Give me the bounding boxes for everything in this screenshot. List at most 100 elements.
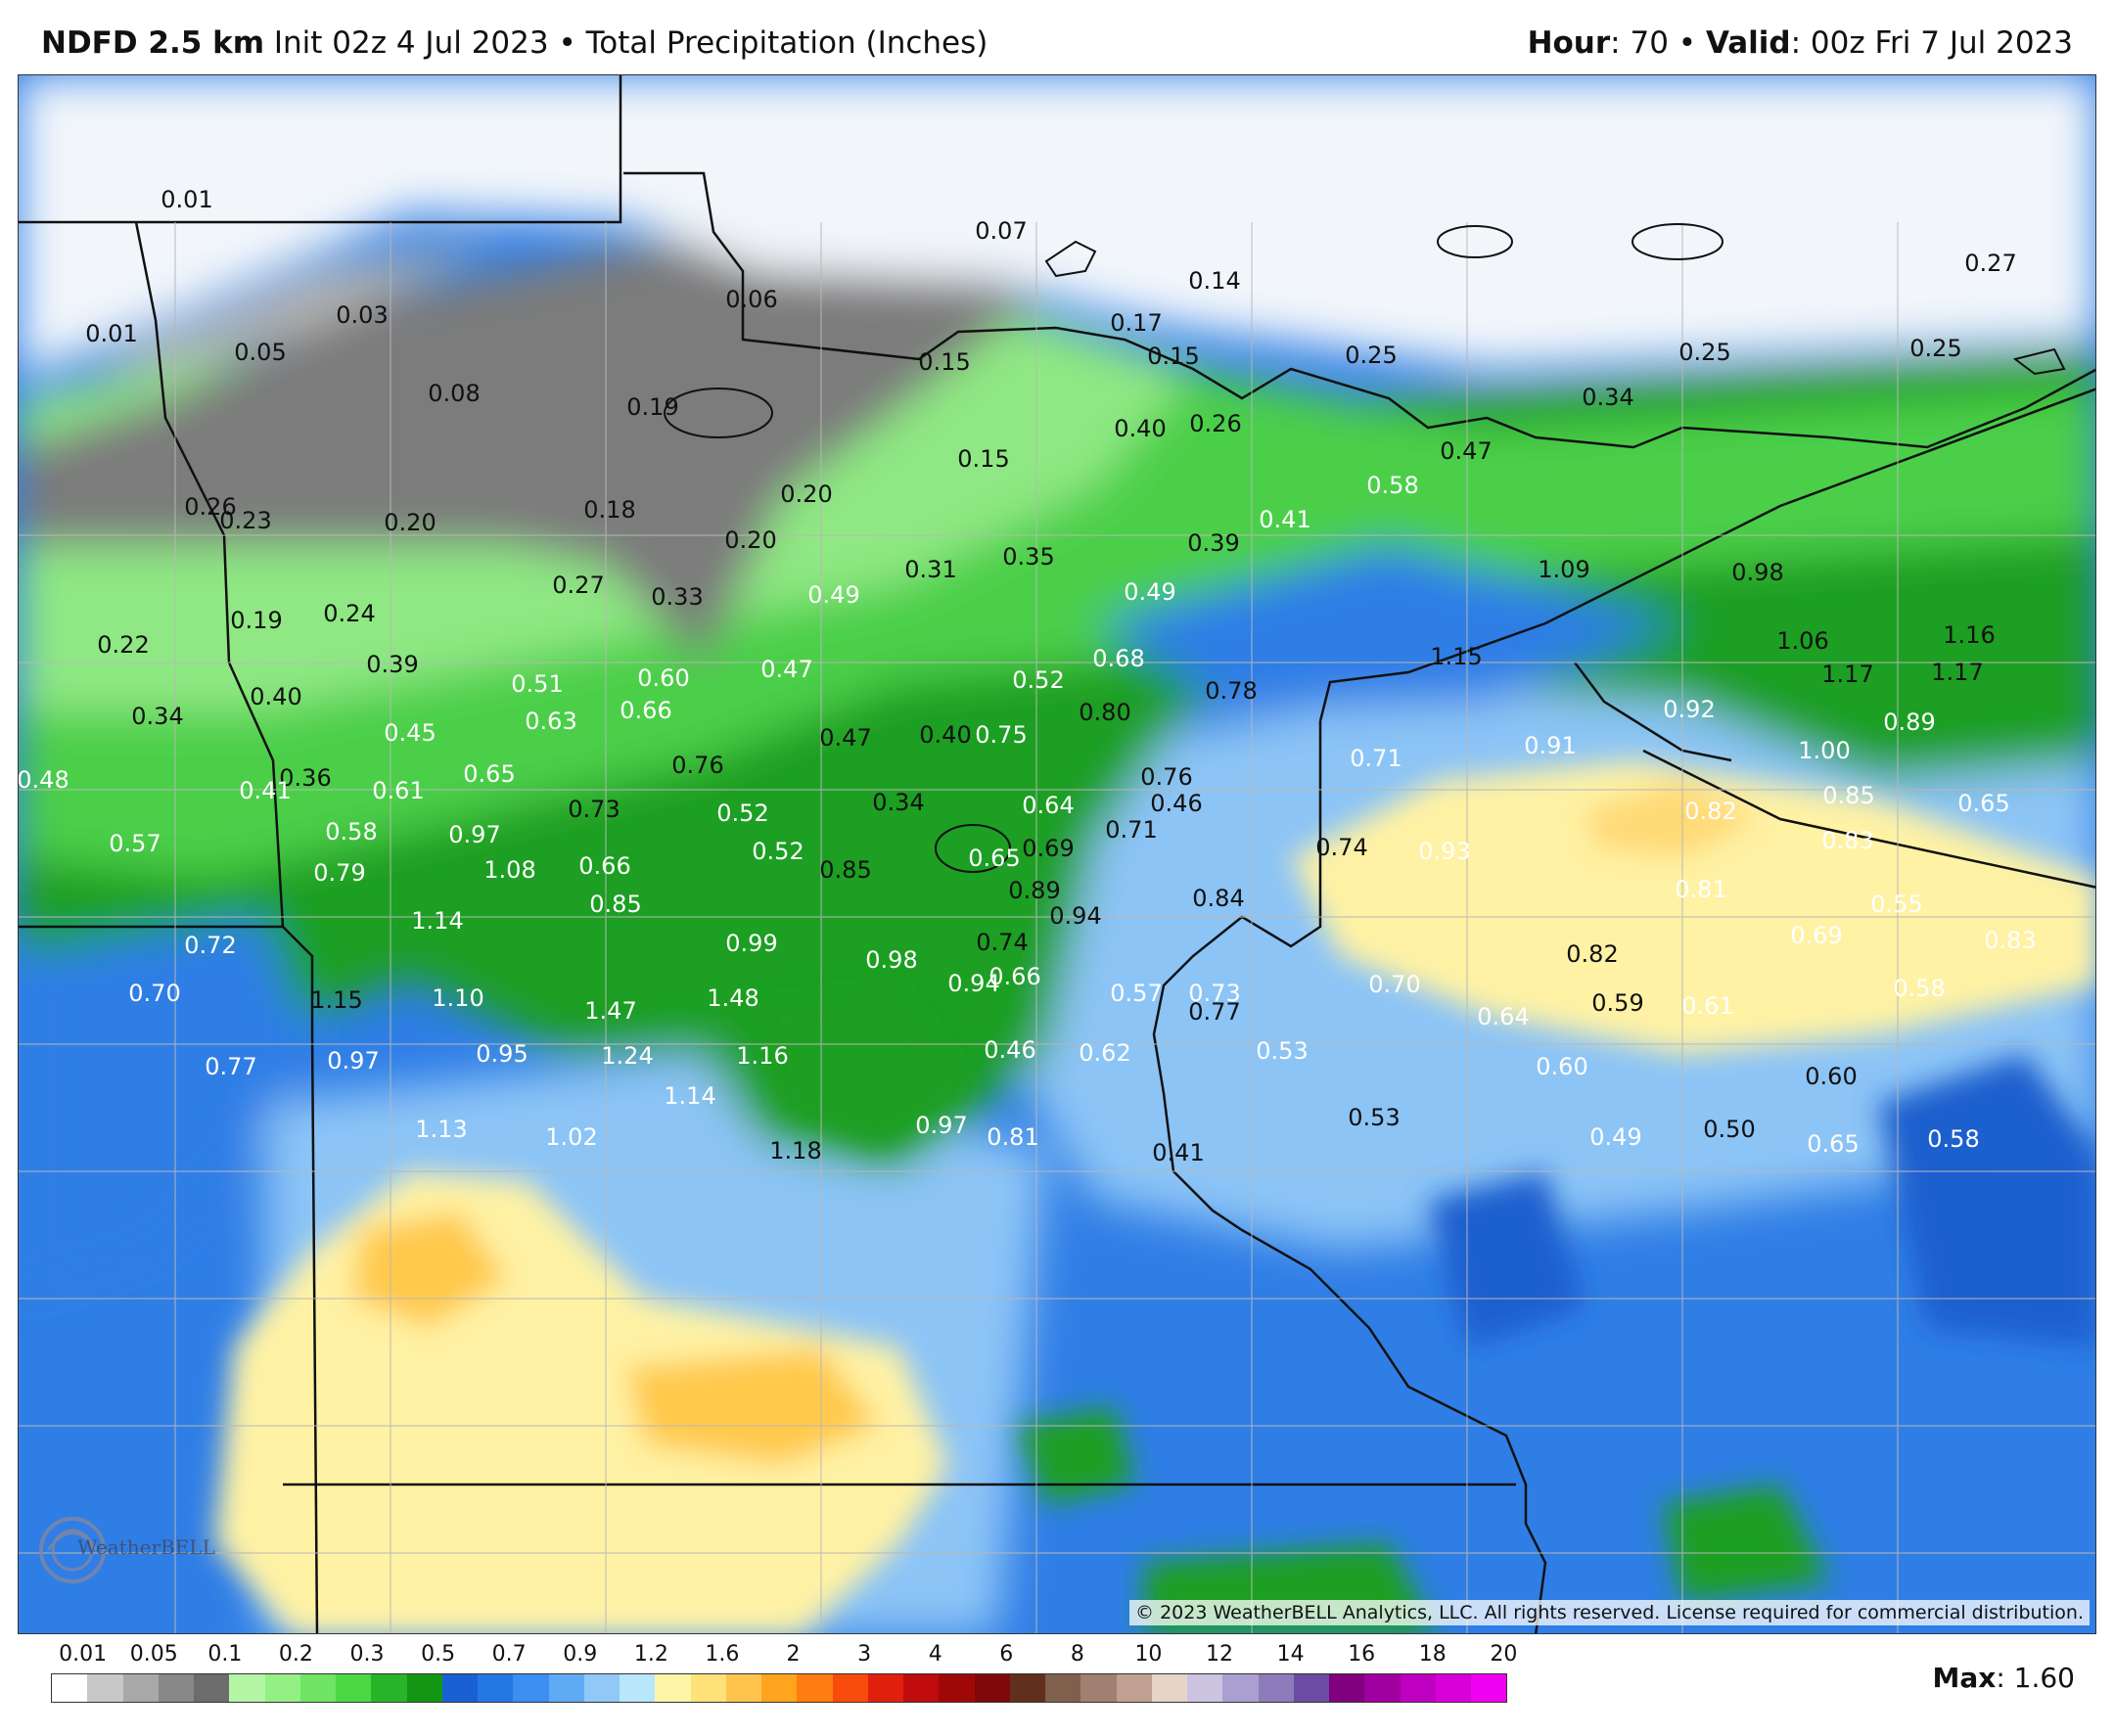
value-label: 0.27 xyxy=(1964,250,2017,277)
value-label: 1.13 xyxy=(415,1116,468,1143)
value-label: 0.36 xyxy=(279,764,332,792)
value-label: 1.16 xyxy=(1943,621,1996,649)
value-label: 1.48 xyxy=(707,984,759,1012)
legend-tick-label: 12 xyxy=(1206,1642,1234,1667)
value-label: 0.65 xyxy=(968,845,1021,872)
valid-label: Valid xyxy=(1705,25,1791,61)
legend-swatch xyxy=(1187,1674,1223,1702)
separator: • xyxy=(558,25,576,61)
value-label: 0.52 xyxy=(752,838,804,865)
value-label: 0.41 xyxy=(1259,506,1311,533)
legend-color-bar xyxy=(51,1673,1507,1703)
value-label: 0.49 xyxy=(1124,578,1176,606)
legend-swatch xyxy=(1258,1674,1294,1702)
value-label: 0.15 xyxy=(1147,343,1200,370)
legend-tick-label: 8 xyxy=(1070,1642,1084,1667)
value-label: 0.25 xyxy=(1345,342,1398,369)
legend-swatch xyxy=(1009,1674,1045,1702)
legend-swatch xyxy=(478,1674,514,1702)
value-label: 0.27 xyxy=(552,571,605,599)
header: NDFD 2.5 km Init 02z 4 Jul 2023 • Total … xyxy=(0,0,2114,74)
value-label: 0.58 xyxy=(1893,975,1946,1002)
value-label: 0.25 xyxy=(1678,339,1731,366)
value-label: 0.58 xyxy=(325,818,378,845)
value-label: 0.65 xyxy=(1807,1130,1860,1158)
copyright-notice: © 2023 WeatherBELL Analytics, LLC. All r… xyxy=(1129,1600,2090,1625)
value-label: 0.22 xyxy=(97,631,150,659)
value-label: 0.20 xyxy=(384,509,437,536)
legend-swatch xyxy=(52,1674,88,1702)
value-label: 0.06 xyxy=(725,286,778,313)
value-label: 0.60 xyxy=(1805,1063,1858,1090)
legend-ticks: 0.01 0.05 0.1 0.2 0.3 0.5 0.7 0.9 1.2 1.6 2 3 4 6 8 10 1… xyxy=(51,1642,1517,1671)
value-label: 1.02 xyxy=(545,1123,598,1151)
value-label: 1.15 xyxy=(310,986,363,1014)
value-label: 0.97 xyxy=(915,1112,968,1139)
value-label: 0.83 xyxy=(1984,927,2037,954)
value-label: 0.40 xyxy=(250,683,302,710)
value-label: 0.59 xyxy=(1591,989,1644,1017)
value-label: 0.57 xyxy=(109,830,161,857)
legend-swatch xyxy=(1116,1674,1152,1702)
value-label: 0.53 xyxy=(1348,1104,1401,1131)
legend-swatch xyxy=(939,1674,975,1702)
legend-swatch xyxy=(1364,1674,1401,1702)
legend-swatch xyxy=(194,1674,230,1702)
legend-swatch xyxy=(1293,1674,1329,1702)
value-label: 0.74 xyxy=(976,929,1029,956)
value-label: 0.77 xyxy=(205,1053,257,1080)
value-label: 0.17 xyxy=(1110,309,1163,337)
value-label: 0.98 xyxy=(1731,559,1784,586)
value-label: 0.40 xyxy=(919,721,972,749)
value-label: 0.82 xyxy=(1566,940,1619,968)
value-label: 0.14 xyxy=(1188,267,1241,295)
legend-swatch xyxy=(158,1674,194,1702)
value-label: 0.23 xyxy=(219,507,272,534)
value-label: 0.60 xyxy=(637,664,690,692)
value-label: 0.66 xyxy=(620,697,672,724)
legend-tick-label: 18 xyxy=(1418,1642,1447,1667)
value-label: 0.47 xyxy=(819,724,872,752)
value-label: 1.06 xyxy=(1776,627,1829,655)
value-label: 0.83 xyxy=(1821,827,1874,854)
value-label: 0.31 xyxy=(904,556,957,583)
value-label: 0.85 xyxy=(589,891,642,918)
logo-swirl-icon xyxy=(39,1517,106,1583)
value-label: 0.20 xyxy=(780,480,833,508)
legend-swatch xyxy=(903,1674,940,1702)
hour-value: : 70 xyxy=(1610,25,1669,61)
header-valid: Hour: 70 • Valid: 00z Fri 7 Jul 2023 xyxy=(1528,25,2073,61)
value-label: 0.25 xyxy=(1909,335,1962,362)
legend-tick-label: 0.01 xyxy=(59,1642,108,1667)
value-label: 0.76 xyxy=(1140,763,1193,791)
value-label: 0.64 xyxy=(1477,1003,1530,1030)
value-label: 0.65 xyxy=(463,760,516,788)
legend-swatch xyxy=(620,1674,656,1702)
value-label: 0.97 xyxy=(327,1047,380,1074)
value-label: 0.91 xyxy=(1524,732,1577,759)
value-label: 0.34 xyxy=(131,703,184,730)
model-name: NDFD 2.5 km xyxy=(41,25,265,61)
value-label: 0.47 xyxy=(1440,437,1493,465)
legend-swatch xyxy=(1222,1674,1259,1702)
valid-value: : 00z Fri 7 Jul 2023 xyxy=(1790,25,2073,61)
value-label: 1.09 xyxy=(1538,556,1590,583)
legend-swatch xyxy=(1045,1674,1081,1702)
value-label: 0.89 xyxy=(1008,877,1061,904)
value-label: 0.58 xyxy=(1927,1125,1980,1153)
legend-tick-label: 1.2 xyxy=(633,1642,668,1667)
value-label: 0.72 xyxy=(184,932,237,959)
value-label: 0.26 xyxy=(1189,410,1242,437)
legend-tick-label: 2 xyxy=(786,1642,801,1667)
map-fill xyxy=(19,75,2095,1633)
value-label: 1.14 xyxy=(411,907,464,935)
legend-tick-label: 0.05 xyxy=(129,1642,178,1667)
precipitation-map: 0.01 0.01 0.03 0.05 0.08 0.06 0.07 0.14 0.17 0.15… xyxy=(18,74,2096,1634)
value-label: 0.64 xyxy=(1022,792,1075,819)
value-label: 0.75 xyxy=(975,721,1028,749)
value-label: 0.01 xyxy=(161,186,213,213)
legend-swatch xyxy=(513,1674,549,1702)
legend-swatch xyxy=(122,1674,159,1702)
value-label: 0.61 xyxy=(372,777,425,804)
value-label: 0.39 xyxy=(366,651,419,678)
